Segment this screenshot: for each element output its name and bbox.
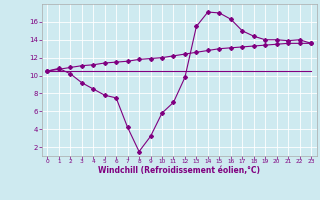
X-axis label: Windchill (Refroidissement éolien,°C): Windchill (Refroidissement éolien,°C) — [98, 166, 260, 175]
